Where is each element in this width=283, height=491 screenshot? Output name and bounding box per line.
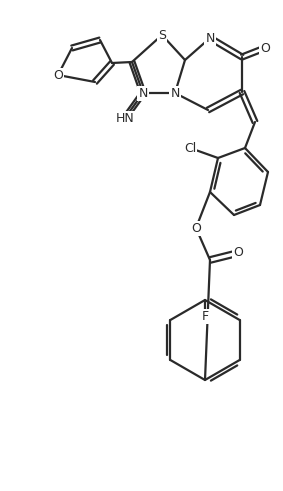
Text: O: O [260, 42, 270, 55]
Text: O: O [191, 221, 201, 235]
Text: F: F [201, 309, 209, 323]
Text: N: N [138, 86, 148, 100]
Text: S: S [158, 28, 166, 42]
Text: O: O [53, 69, 63, 82]
Text: O: O [233, 246, 243, 260]
Text: N: N [205, 31, 215, 45]
Text: Cl: Cl [184, 141, 196, 155]
Text: N: N [170, 86, 180, 100]
Text: HN: HN [116, 111, 134, 125]
